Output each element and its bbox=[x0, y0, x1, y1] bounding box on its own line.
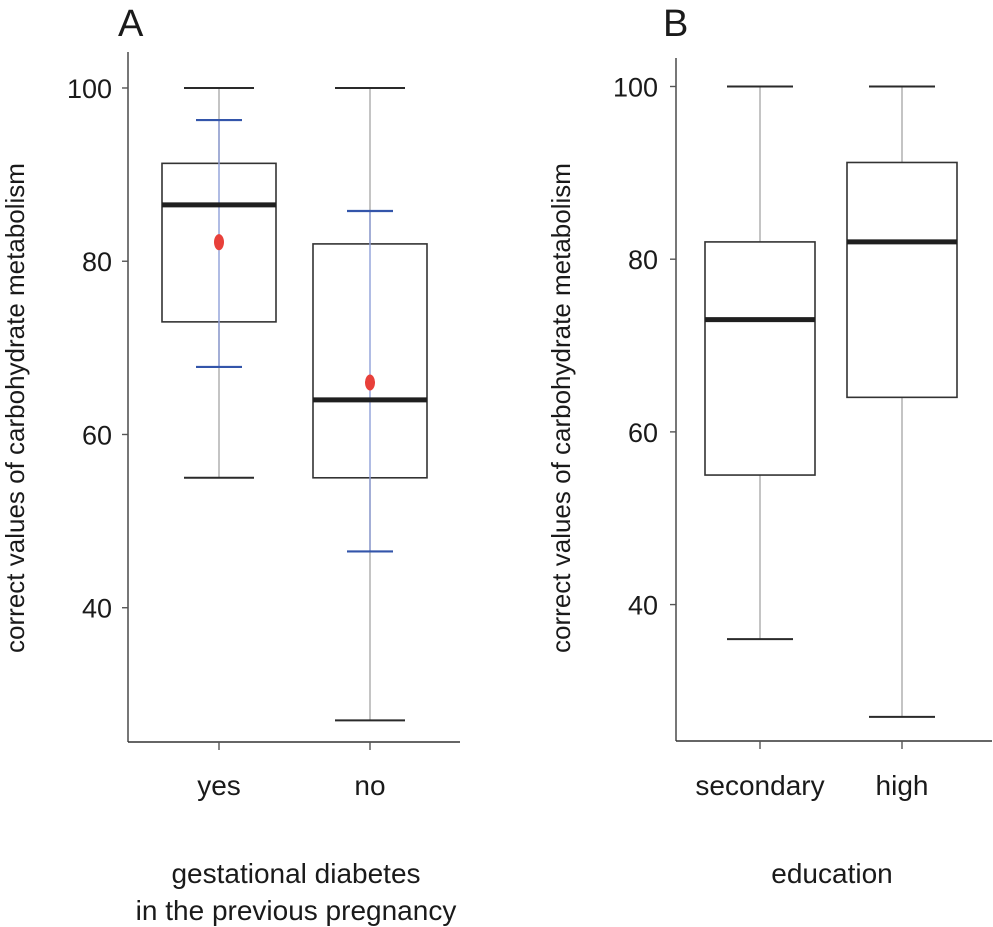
mean-marker bbox=[365, 374, 375, 391]
x-axis-title-line: education bbox=[771, 858, 892, 889]
panel-label: A bbox=[118, 3, 144, 45]
iqr-box bbox=[846, 161, 958, 399]
x-axis-title-line: in the previous pregnancy bbox=[136, 895, 457, 926]
box-high bbox=[846, 85, 958, 749]
x-tick-label: yes bbox=[197, 770, 241, 801]
panel-a: A 40 60 80 100 correct values of carbohydrate… bbox=[0, 3, 460, 926]
y-axis-title: correct values of carbohydrate metabolis… bbox=[546, 163, 576, 653]
y-tick-label: 60 bbox=[628, 418, 658, 448]
panel-label: B bbox=[663, 3, 688, 45]
box-yes bbox=[161, 86, 277, 750]
y-tick-label: 60 bbox=[82, 420, 112, 450]
y-tick-label: 80 bbox=[82, 247, 112, 277]
x-tick-label: high bbox=[876, 770, 929, 801]
panel-b: B 40 60 80 100 correct values of carbohydrate… bbox=[546, 3, 992, 889]
x-axis-title-line: gestational diabetes bbox=[171, 858, 420, 889]
box-secondary bbox=[704, 85, 816, 749]
x-tick-label: no bbox=[354, 770, 385, 801]
y-axis-title: correct values of carbohydrate metabolis… bbox=[0, 163, 30, 653]
y-tick-label: 100 bbox=[613, 72, 658, 102]
box-no bbox=[312, 86, 428, 750]
x-tick-label: secondary bbox=[695, 770, 824, 801]
y-tick-label: 80 bbox=[628, 245, 658, 275]
mean-marker bbox=[214, 234, 224, 251]
y-tick-label: 40 bbox=[628, 591, 658, 621]
y-tick-label: 40 bbox=[82, 594, 112, 624]
iqr-box bbox=[704, 241, 816, 476]
y-tick-label: 100 bbox=[67, 74, 112, 104]
